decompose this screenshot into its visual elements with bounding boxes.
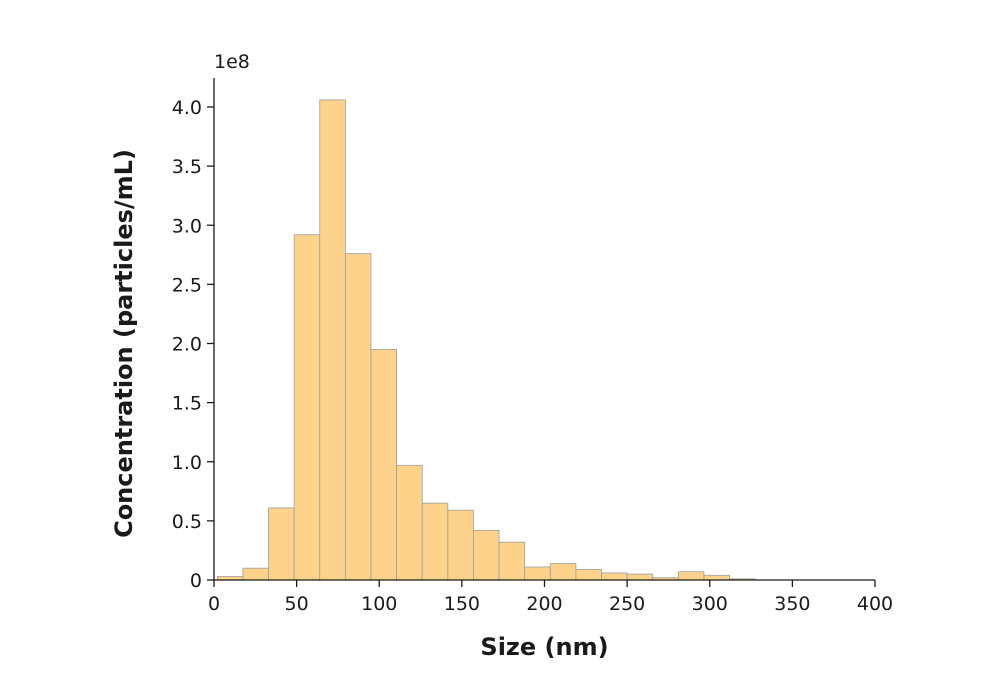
x-tick-label: 400 (857, 593, 893, 615)
histogram-bar (447, 509, 474, 581)
histogram-bar (242, 567, 269, 581)
histogram-bar (473, 529, 500, 581)
x-tick-label: 350 (774, 593, 810, 615)
histogram-bar (319, 99, 346, 581)
histogram-bar (601, 572, 628, 581)
y-tick-label: 2.0 (172, 334, 202, 356)
y-axis-multiplier: 1e8 (214, 51, 250, 73)
histogram-bar (626, 573, 654, 581)
histogram-bar (421, 502, 449, 581)
x-ticks-group: 0 50 100 150 200 250 300 350 400 (208, 580, 893, 615)
bars-group (216, 99, 756, 581)
histogram-bar (524, 566, 551, 581)
y-tick-label: 0.5 (172, 511, 202, 533)
histogram-bar (344, 253, 372, 581)
y-tick-label: 4.0 (172, 97, 202, 119)
y-tick-label: 1.5 (172, 393, 202, 415)
y-ticks-group: 0 0.5 1.0 1.5 2.0 2.5 3.0 3.5 4.0 (172, 97, 214, 592)
x-tick-label: 150 (444, 593, 480, 615)
x-axis-title: Size (nm) (480, 633, 608, 661)
histogram-bar (293, 234, 321, 581)
histogram-bar (575, 568, 602, 581)
histogram-bar (549, 563, 577, 581)
x-tick-label: 250 (609, 593, 645, 615)
x-tick-label: 300 (692, 593, 728, 615)
histogram-bar (498, 541, 526, 581)
x-tick-label: 50 (285, 593, 309, 615)
y-tick-label: 0 (190, 570, 202, 592)
x-tick-label: 100 (361, 593, 397, 615)
histogram-bar (703, 574, 730, 581)
histogram-bar (677, 571, 705, 581)
y-tick-label: 1.0 (172, 452, 202, 474)
y-tick-label: 3.0 (172, 215, 202, 237)
histogram-bar (396, 464, 423, 581)
x-tick-label: 0 (208, 593, 220, 615)
y-axis-title: Concentration (particles/mL) (110, 149, 138, 538)
y-tick-label: 3.5 (172, 156, 202, 178)
histogram-bar (268, 507, 295, 581)
histogram-bar (370, 349, 397, 581)
x-tick-label: 200 (526, 593, 562, 615)
y-tick-label: 2.5 (172, 274, 202, 296)
